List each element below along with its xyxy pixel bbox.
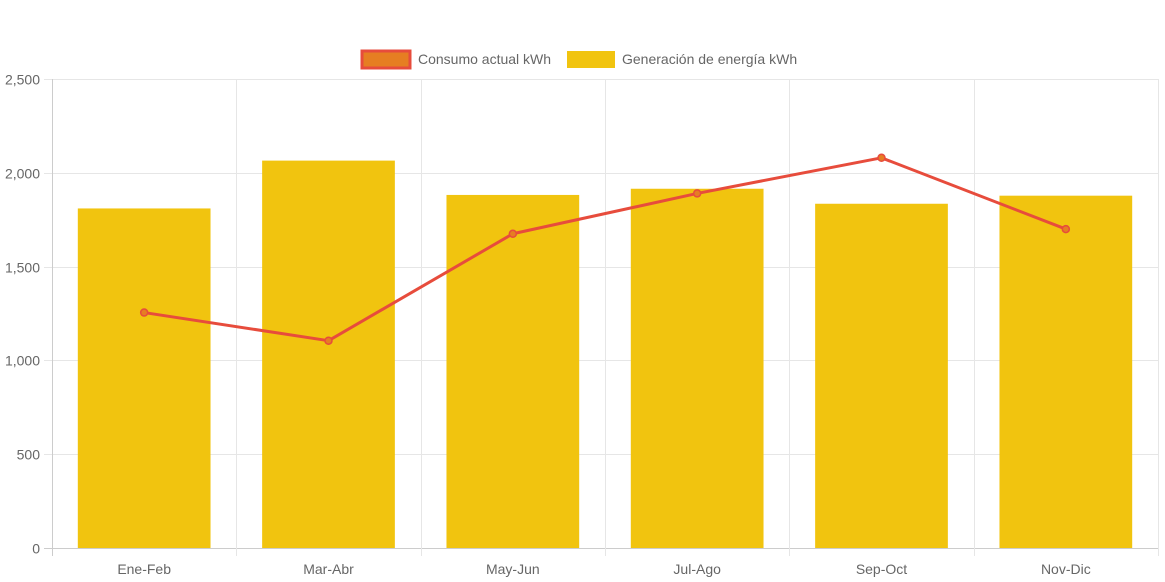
y-tick-label: 2,500 bbox=[5, 72, 40, 88]
line-series bbox=[139, 153, 1071, 345]
bar-generacion[interactable] bbox=[999, 195, 1133, 548]
bar-generacion[interactable] bbox=[815, 203, 948, 548]
bar-generacion[interactable] bbox=[77, 208, 211, 548]
x-tick-label: May-Jun bbox=[486, 561, 540, 577]
legend-swatch-generacion[interactable] bbox=[567, 51, 615, 68]
y-tick-label: 1,000 bbox=[5, 353, 40, 369]
point-consumo[interactable] bbox=[139, 308, 149, 317]
legend-swatch-consumo[interactable] bbox=[360, 49, 412, 70]
y-tick-label: 0 bbox=[32, 541, 40, 557]
bar-generacion[interactable] bbox=[446, 194, 580, 548]
legend-label-consumo[interactable]: Consumo actual kWh bbox=[418, 51, 551, 67]
line-consumo bbox=[143, 156, 1067, 343]
x-tick-label: Nov-Dic bbox=[1041, 561, 1091, 577]
grid bbox=[44, 79, 1159, 556]
y-tick-label: 2,000 bbox=[5, 166, 40, 182]
x-tick-label: Sep-Oct bbox=[856, 561, 907, 577]
x-tick-label: Mar-Abr bbox=[303, 561, 354, 577]
point-consumo[interactable] bbox=[877, 153, 886, 163]
point-consumo[interactable] bbox=[692, 189, 702, 198]
point-consumo[interactable] bbox=[1061, 224, 1071, 234]
x-tick-label: Ene-Feb bbox=[117, 561, 171, 577]
bar-generacion[interactable] bbox=[630, 188, 764, 548]
y-tick-label: 1,500 bbox=[5, 260, 40, 276]
legend[interactable]: Consumo actual kWh Generación de energía… bbox=[360, 49, 797, 70]
legend-label-generacion[interactable]: Generación de energía kWh bbox=[622, 51, 797, 67]
y-tick-label: 500 bbox=[17, 447, 41, 463]
bar-generacion[interactable] bbox=[262, 160, 395, 548]
axes: 0 500 1,000 1,500 2,000 2,500 Ene-Feb Mar-Abr Ma… bbox=[5, 72, 1091, 578]
point-consumo[interactable] bbox=[508, 229, 518, 239]
bars bbox=[77, 160, 1133, 548]
point-consumo[interactable] bbox=[324, 336, 333, 345]
x-tick-label: Jul-Ago bbox=[673, 561, 721, 577]
